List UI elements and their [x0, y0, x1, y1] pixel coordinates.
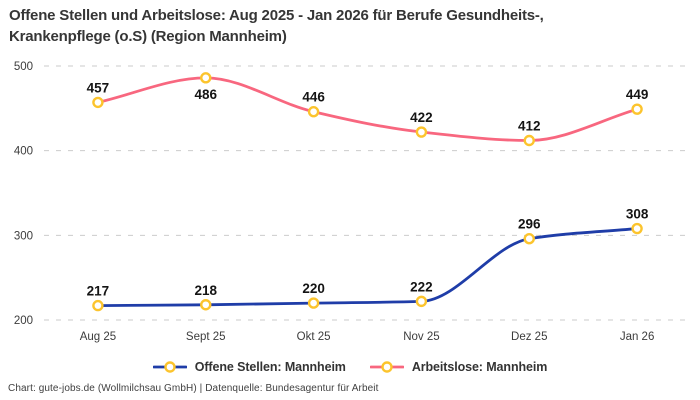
data-point-marker	[92, 299, 104, 312]
data-point-label: 449	[626, 87, 649, 102]
data-point-label: 296	[518, 217, 541, 232]
data-point-marker	[307, 106, 320, 118]
data-point-label: 412	[518, 119, 541, 134]
data-point-marker	[631, 103, 643, 115]
legend-label: Arbeitslose: Mannheim	[411, 360, 548, 374]
y-tick-label: 400	[14, 146, 33, 158]
data-point-label: 220	[302, 281, 325, 296]
legend-item: Offene Stellen: Mannheim	[152, 360, 346, 374]
chart-legend: Offene Stellen: Mannheim Arbeitslose: Man…	[0, 356, 700, 378]
x-tick-label: Aug 25	[80, 331, 116, 343]
y-tick-label: 300	[14, 230, 33, 242]
data-point-marker	[415, 295, 428, 308]
data-point-label: 217	[87, 284, 110, 299]
x-tick-label: Dez 25	[511, 331, 547, 343]
series-line	[96, 76, 639, 142]
data-point-marker	[415, 126, 428, 138]
legend-label: Offene Stellen: Mannheim	[194, 360, 346, 374]
data-point-marker	[523, 134, 535, 147]
y-tick-label: 500	[14, 61, 33, 73]
data-point-marker	[92, 96, 104, 109]
data-point-marker	[307, 297, 320, 309]
chart-title-line2: Krankenpflege (o.S) (Region Mannheim)	[9, 28, 287, 45]
legend-marker-icon	[369, 361, 404, 373]
data-point-marker	[523, 233, 535, 245]
x-tick-label: Okt 25	[297, 331, 331, 343]
legend-item: Arbeitslose: Mannheim	[369, 360, 548, 374]
line-chart-plot-area: 200 300 400 500 Aug 25 Sept 25 Okt 25 Nov 25 Dez…	[14, 61, 691, 343]
legend-marker-icon	[152, 361, 187, 373]
data-point-label: 422	[410, 110, 433, 125]
x-tick-label: Jan 26	[620, 331, 655, 343]
data-point-label: 486	[194, 87, 217, 102]
chart-title-line1: Offene Stellen und Arbeitslose: Aug 2025…	[9, 7, 544, 24]
data-point-marker	[200, 299, 212, 311]
x-tick-label: Nov 25	[403, 331, 439, 343]
chart-footer: Chart: gute-jobs.de (Wollmilchsau GmbH) …	[8, 383, 379, 394]
chart-title: Offene Stellen und Arbeitslose: Aug 2025…	[9, 5, 649, 47]
data-point-marker	[200, 72, 212, 84]
y-tick-label: 200	[14, 315, 33, 327]
x-tick-label: Sept 25	[186, 331, 226, 343]
series-line	[96, 227, 639, 308]
data-point-label: 457	[87, 80, 110, 95]
data-point-label: 222	[410, 279, 433, 294]
data-point-label: 218	[194, 283, 217, 298]
data-point-label: 446	[302, 90, 325, 105]
data-point-marker	[631, 222, 643, 235]
data-point-label: 308	[626, 207, 649, 222]
